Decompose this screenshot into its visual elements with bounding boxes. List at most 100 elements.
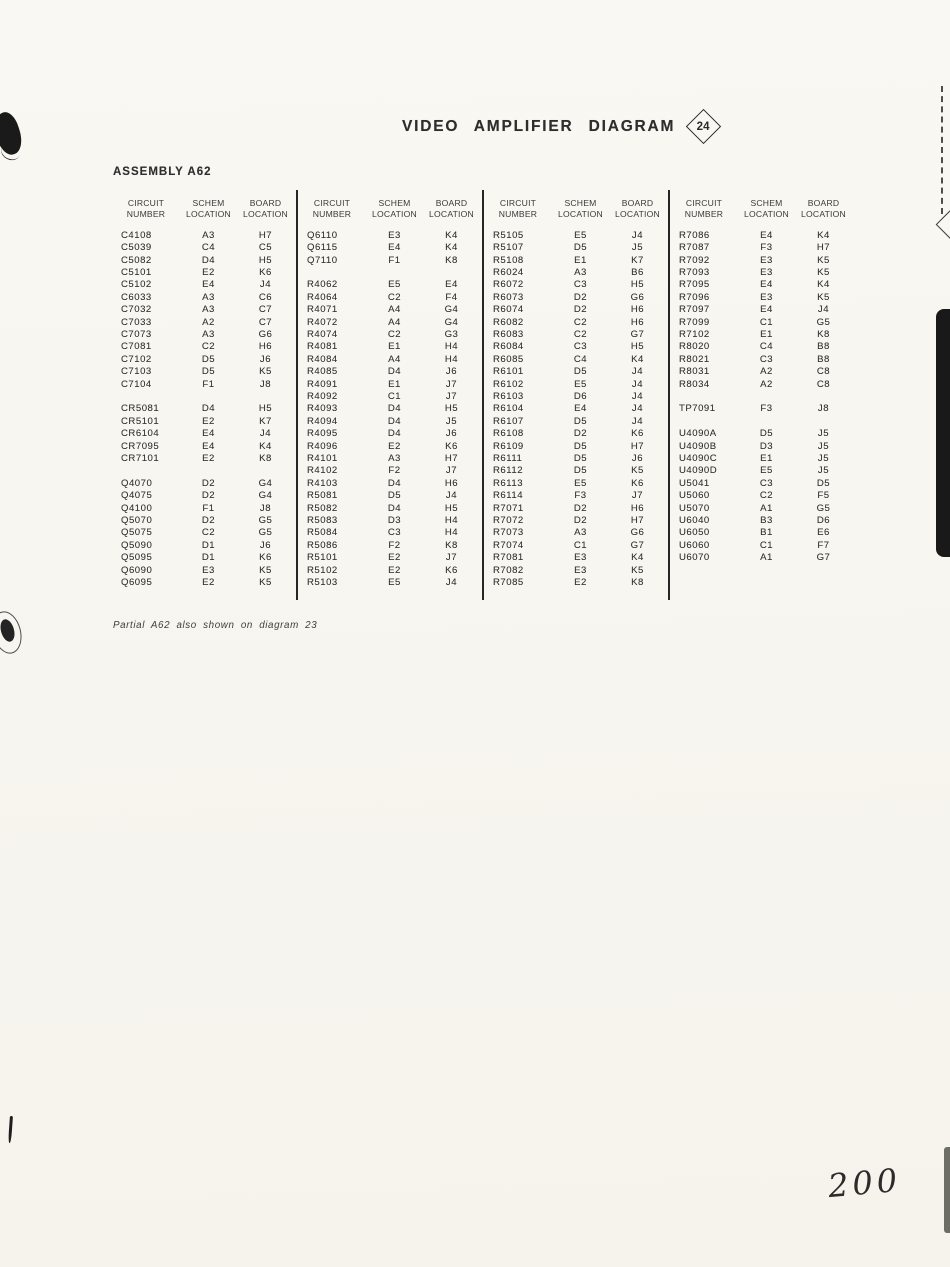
table-row: R6103 D6 J4 [484,390,668,402]
table-row: U6070 A1 G7 [670,552,854,564]
board-location: J7 [445,390,458,402]
schem-location: A1 [760,552,773,564]
table-row: U4090A D5 J5 [670,428,854,440]
schem-location: D3 [759,440,774,452]
table-row: CR5081 D4 H5 [112,403,296,415]
table-row: R5082 D4 H5 [298,502,482,514]
table-row: R5081 D5 J4 [298,490,482,502]
column-header: BOARD LOCATION [615,198,660,219]
board-location: F4 [445,291,458,303]
circuit-number: R5107 [493,242,524,254]
schem-location: F1 [202,502,215,514]
table-row: R6102 E5 J4 [484,378,668,390]
table-row: R8031 A2 C8 [670,365,854,377]
circuit-number: U6070 [679,552,710,564]
board-location: J8 [259,502,272,514]
circuit-number: R5086 [307,539,338,551]
circuit-number: R8031 [679,366,710,378]
schem-location: E1 [760,453,773,465]
schem-location: D4 [387,502,402,514]
board-location: G6 [630,527,645,539]
circuit-number: R7081 [493,552,524,564]
circuit-number: R5108 [493,254,524,266]
board-location: K6 [631,428,644,440]
board-location: H6 [630,502,645,514]
board-location: G5 [816,502,831,514]
table-row: R7099 C1 G5 [670,316,854,328]
column-header: BOARD LOCATION [429,198,474,219]
circuit-number: Q6115 [307,242,338,254]
column-header: SCHEM LOCATION [372,198,417,219]
table-row: C7032 A3 C7 [112,303,296,315]
board-location: J6 [631,453,644,465]
circuit-number: U4090A [679,428,717,440]
schem-location: F3 [760,403,773,415]
circuit-number: CR7101 [121,453,160,465]
column-header: CIRCUIT NUMBER [312,198,352,219]
schem-location: E2 [202,266,215,278]
schem-location: E4 [202,440,215,452]
table-row: C7081 C2 H6 [112,341,296,353]
schem-location: D2 [573,515,588,527]
board-location: K5 [817,254,830,266]
board-location: G5 [258,527,273,539]
circuit-number: Q6110 [307,229,338,241]
circuit-number: CR5081 [121,403,160,415]
board-location: K8 [445,254,458,266]
column-header: CIRCUIT NUMBER [684,198,724,219]
table-row: R7092 E3 K5 [670,254,854,266]
table-row: R4101 A3 H7 [298,452,482,464]
schem-location: D4 [387,477,402,489]
table-row: Q6095 E2 K5 [112,576,296,588]
table-row: Q4070 D2 G4 [112,477,296,489]
board-location: H5 [444,502,459,514]
table-row: R7085 E2 K8 [484,576,668,588]
row-spacer [670,390,854,402]
schem-location: C2 [201,341,216,353]
row-spacer [298,266,482,278]
table-row: R6112 D5 K5 [484,465,668,477]
circuit-number: R4094 [307,415,338,427]
circuit-number: R6114 [493,490,524,502]
schem-location: E3 [760,266,773,278]
circuit-number: R5105 [493,229,524,241]
circuit-number: R4103 [307,477,338,489]
footnote: Partial A62 also shown on diagram 23 [113,620,318,631]
schem-location: D6 [573,390,588,402]
schem-location: D2 [573,428,588,440]
circuit-number: C7102 [121,353,152,365]
schem-location: E3 [760,254,773,266]
board-location: H6 [444,477,459,489]
schem-location: D4 [387,403,402,415]
board-location: G3 [444,328,459,340]
table-row: R4071 A4 G4 [298,303,482,315]
column-divider [482,190,484,600]
board-location: G4 [444,304,459,316]
schem-location: C1 [387,390,402,402]
circuit-number: R5082 [307,502,338,514]
table-row: R7074 C1 G7 [484,539,668,551]
circuit-number: R4074 [307,328,338,340]
circuit-number: R4093 [307,403,338,415]
circuit-number: R4092 [307,390,338,402]
table-row: Q5070 D2 G5 [112,514,296,526]
scan-edge-shadow [944,1147,950,1233]
circuit-number: R5102 [307,564,338,576]
board-location: H5 [630,279,645,291]
circuit-number: R4102 [307,465,338,477]
edge-dashed-line [941,86,943,214]
circuit-number: C5101 [121,266,152,278]
board-location: G7 [816,552,831,564]
schem-location: C3 [387,527,402,539]
schem-location: F2 [388,465,401,477]
circuit-number: Q4100 [121,502,153,514]
board-location: K4 [817,229,830,241]
schem-location: A1 [760,502,773,514]
board-location: H7 [258,229,273,241]
schem-location: E3 [202,564,215,576]
board-location: J6 [445,366,458,378]
circuit-number: C7033 [121,316,152,328]
circuit-number: R6109 [493,440,524,452]
table-row: U5060 C2 F5 [670,490,854,502]
table-row: C6033 A3 C6 [112,291,296,303]
